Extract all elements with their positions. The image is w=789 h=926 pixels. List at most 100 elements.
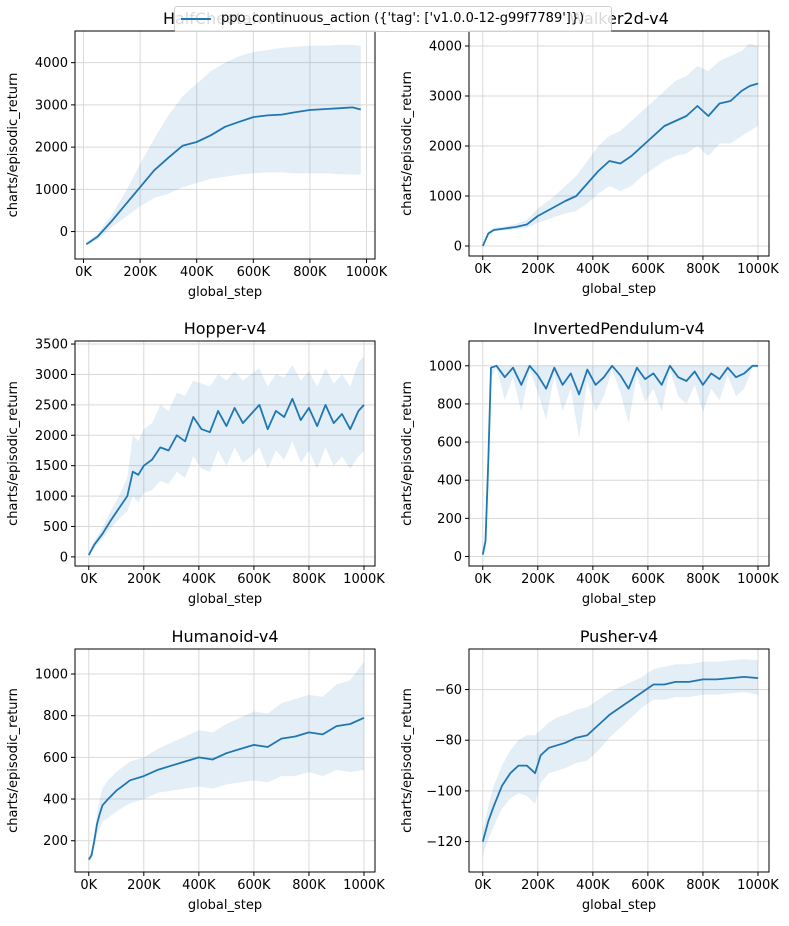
- subplot-6: 0K 200K 400K 600K 800K 1000K −120 −100 −80 −60 glo…: [400, 627, 779, 913]
- series-line: [481, 364, 758, 555]
- y-tick-label: 500: [43, 520, 68, 535]
- x-tick-label: 200K: [127, 878, 161, 893]
- x-tick-label: 600K: [237, 878, 271, 893]
- x-tick-label: 200K: [127, 572, 161, 587]
- y-tick-label: 3000: [35, 368, 68, 383]
- x-axis-label: global_step: [188, 592, 262, 607]
- y-axis-label: charts/episodic_return: [6, 381, 21, 526]
- x-axis-label: global_step: [582, 282, 656, 297]
- axes-frame: [74, 340, 376, 567]
- y-tick-label: 400: [437, 474, 462, 489]
- subplot-3: 0K 200K 400K 600K 800K 1000K 0 500 1000 1500 2000 2…: [6, 319, 385, 607]
- confidence-band: [482, 43, 758, 246]
- confidence-band: [88, 661, 365, 862]
- axes-frame: [468, 648, 770, 873]
- y-tick-label: 600: [437, 436, 462, 451]
- y-tick-label: 0: [60, 225, 68, 240]
- confidence-band: [86, 44, 361, 246]
- y-tick-label: 0: [60, 550, 68, 565]
- y-tick-label: 2000: [35, 141, 68, 156]
- x-tick-label: 0K: [474, 572, 491, 587]
- y-tick-label: 1000: [35, 668, 68, 683]
- x-tick-label: 800K: [292, 572, 326, 587]
- y-axis-label: charts/episodic_return: [6, 73, 21, 218]
- subplot-5: 0K 200K 400K 600K 800K 1000K 200 400 600 800 1000 g…: [6, 627, 385, 913]
- x-tick-label: 800K: [293, 265, 327, 280]
- y-tick-label: 1000: [429, 359, 462, 374]
- subplot-2: 0K 200K 400K 600K 800K 1000K 0 1000 2000 3000 4000…: [400, 9, 779, 297]
- y-tick-label: 1000: [35, 490, 68, 505]
- y-tick-label: 1000: [35, 183, 68, 198]
- x-tick-label: 0K: [474, 262, 491, 277]
- x-tick-label: 400K: [576, 572, 610, 587]
- axes-frame: [468, 30, 770, 257]
- x-tick-label: 1000K: [737, 262, 779, 277]
- x-tick-label: 600K: [631, 878, 665, 893]
- y-axis-label: charts/episodic_return: [400, 381, 415, 526]
- y-tick-label: 0: [454, 550, 462, 565]
- legend-line-swatch: [181, 18, 211, 20]
- y-tick-label: 2000: [429, 140, 462, 155]
- subplot-title: Hopper-v4: [184, 319, 267, 338]
- y-tick-label: 3500: [35, 338, 68, 353]
- y-tick-label: −100: [426, 784, 462, 799]
- y-tick-label: 0: [454, 240, 462, 255]
- x-tick-label: 600K: [237, 572, 271, 587]
- x-tick-label: 600K: [631, 262, 665, 277]
- y-tick-label: 2000: [35, 429, 68, 444]
- x-tick-label: 400K: [182, 878, 216, 893]
- axes-frame: [74, 648, 376, 873]
- y-tick-label: 800: [437, 397, 462, 412]
- x-axis-label: global_step: [582, 592, 656, 607]
- y-tick-label: 2500: [35, 398, 68, 413]
- x-tick-label: 400K: [576, 878, 610, 893]
- y-tick-label: 4000: [35, 56, 68, 71]
- x-tick-label: 800K: [686, 878, 720, 893]
- x-tick-label: 0K: [75, 265, 92, 280]
- axes-frame: [468, 340, 770, 567]
- subplot-title: Humanoid-v4: [171, 627, 278, 646]
- y-axis-label: charts/episodic_return: [400, 71, 415, 216]
- y-tick-label: 400: [43, 793, 68, 808]
- x-axis-label: global_step: [188, 285, 262, 300]
- y-tick-label: 1000: [429, 190, 462, 205]
- confidence-band: [482, 659, 758, 855]
- legend: ppo_continuous_action ({'tag': ['v1.0.0-…: [174, 6, 612, 32]
- x-tick-label: 1000K: [343, 572, 385, 587]
- subplot-title: InvertedPendulum-v4: [533, 319, 705, 338]
- x-tick-label: 0K: [80, 572, 97, 587]
- x-tick-label: 1000K: [343, 878, 385, 893]
- y-tick-label: 200: [43, 834, 68, 849]
- x-tick-label: 400K: [182, 572, 216, 587]
- y-tick-label: 600: [43, 751, 68, 766]
- subplot-4: 0K 200K 400K 600K 800K 1000K 0 200 400 600 800 1000…: [400, 319, 779, 607]
- x-tick-label: 200K: [521, 262, 555, 277]
- series-line: [88, 716, 365, 860]
- x-tick-label: 400K: [180, 265, 214, 280]
- series-line: [481, 676, 759, 842]
- y-tick-label: −120: [426, 835, 462, 850]
- y-axis-label: charts/episodic_return: [400, 688, 415, 833]
- y-tick-label: −60: [435, 683, 462, 698]
- series-line: [88, 397, 365, 556]
- x-tick-label: 200K: [521, 878, 555, 893]
- x-axis-label: global_step: [582, 898, 656, 913]
- y-tick-label: 4000: [429, 40, 462, 55]
- legend-label: ppo_continuous_action ({'tag': ['v1.0.0-…: [221, 11, 585, 26]
- subplot-title: Pusher-v4: [580, 627, 658, 646]
- y-tick-label: 200: [437, 512, 462, 527]
- x-tick-label: 0K: [474, 878, 491, 893]
- subplot-1: 0K 200K 400K 600K 800K 1000K 0 1000 2000 3000 4000…: [6, 9, 388, 300]
- y-tick-label: 3000: [429, 90, 462, 105]
- x-tick-label: 600K: [631, 572, 665, 587]
- confidence-band: [482, 365, 758, 556]
- y-tick-label: −80: [435, 734, 462, 749]
- x-tick-label: 600K: [237, 265, 271, 280]
- y-tick-label: 3000: [35, 98, 68, 113]
- x-axis-label: global_step: [188, 898, 262, 913]
- x-tick-label: 1000K: [737, 572, 779, 587]
- x-tick-label: 1000K: [346, 265, 388, 280]
- y-tick-label: 800: [43, 709, 68, 724]
- series-line: [85, 106, 362, 245]
